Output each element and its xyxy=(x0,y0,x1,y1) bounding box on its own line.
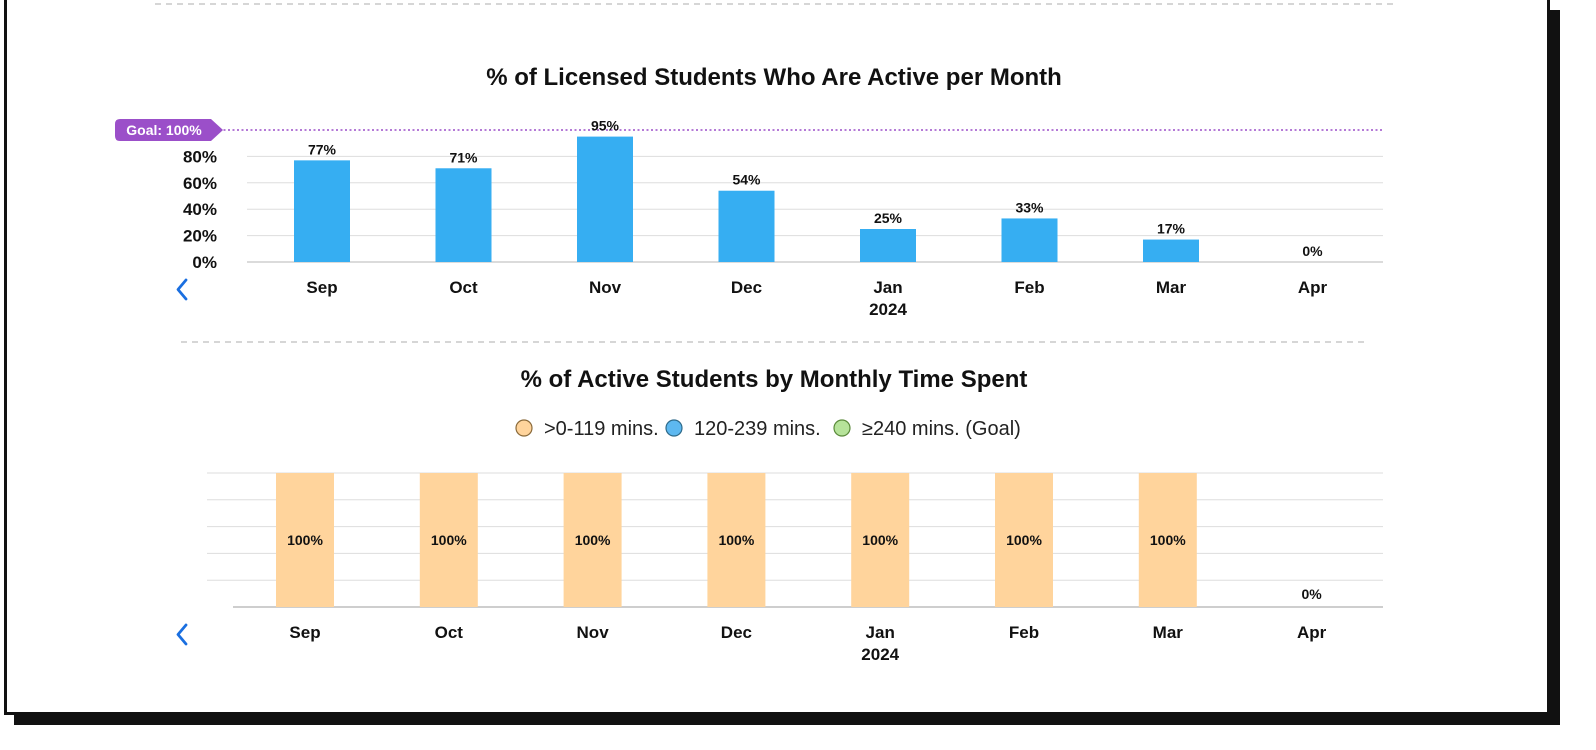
chart1-x-tick-label: Mar xyxy=(1156,278,1187,297)
legend-swatch xyxy=(665,419,683,437)
chart2-data-label: 100% xyxy=(1006,532,1042,548)
chart1-data-label: 54% xyxy=(732,172,761,188)
chart1-bar-oct xyxy=(435,168,492,262)
chart2-bar-nov xyxy=(563,473,622,607)
chart2-data-label: 100% xyxy=(287,532,323,548)
chart1-y-tick-label: 20% xyxy=(183,227,217,246)
chart1-data-label: 0% xyxy=(1302,243,1323,259)
goal-badge xyxy=(115,119,223,141)
chart1-x-tick-label: Feb xyxy=(1014,278,1044,297)
chart2-x-axis: Sep Oct Nov Dec Jan 2024 Feb Mar Apr xyxy=(289,623,1326,664)
chart2-x-tick-label: Jan xyxy=(866,623,895,642)
legend-swatch xyxy=(833,419,851,437)
chart2-legend: >0-119 mins. 120-239 mins. ≥240 mins. (Goa… xyxy=(515,418,1021,440)
chevron-left-icon xyxy=(176,278,188,301)
chart2-x-tick-label: Feb xyxy=(1009,623,1039,642)
chart2-bar-dec xyxy=(707,473,766,607)
legend-label: >0-119 mins. xyxy=(544,418,659,440)
chart2-data-label: 100% xyxy=(862,532,898,548)
chart1-year-label: 2024 xyxy=(869,300,907,319)
legend-label: 120-239 mins. xyxy=(694,418,821,440)
chart2-prev-button[interactable] xyxy=(167,619,193,651)
chart1-title: % of Licensed Students Who Are Active pe… xyxy=(486,64,1062,91)
chart1-data-label: 71% xyxy=(449,149,478,165)
chart1-data-label: 17% xyxy=(1157,221,1186,237)
chart1-data-label: 95% xyxy=(591,118,620,134)
chart1-x-tick-label: Nov xyxy=(589,278,622,297)
chart1-x-tick-label: Sep xyxy=(306,278,337,297)
chart1-prev-button[interactable] xyxy=(167,274,193,306)
chevron-left-icon xyxy=(176,623,188,646)
chart1-bar-jan xyxy=(860,229,916,262)
goal-label: Goal: 100% xyxy=(126,122,202,138)
chart1-grid xyxy=(247,155,1383,263)
chart2-x-tick-label: Sep xyxy=(289,623,320,642)
chart2-data-label: 100% xyxy=(575,532,611,548)
chart2-bar-feb xyxy=(995,473,1053,607)
chart2-bar-jan xyxy=(851,473,910,607)
chart1-y-tick-label: 80% xyxy=(183,147,217,166)
chart1-x-tick-label: Jan xyxy=(873,278,902,297)
chart1-bar-feb xyxy=(1001,218,1058,262)
legend-swatch xyxy=(515,419,533,437)
chart1-x-tick-label: Apr xyxy=(1298,278,1328,297)
chart1-y-tick-label: 60% xyxy=(183,174,217,193)
chart2-data-label: 100% xyxy=(1150,532,1186,548)
chart2-grid xyxy=(207,472,1383,608)
chart2-x-tick-label: Oct xyxy=(435,623,464,642)
chart2-bars: 100% 100% 100% 100% 100% 100% 100% 0% xyxy=(276,473,1322,607)
chart2-x-tick-label: Dec xyxy=(721,623,752,642)
chart2-bar-sep xyxy=(276,473,334,607)
chart2-year-label: 2024 xyxy=(861,645,899,664)
chart2-bar-oct xyxy=(419,473,478,607)
chart1-y-axis: 0% 20% 40% 60% 80% xyxy=(183,147,217,272)
chart2-x-tick-label: Nov xyxy=(577,623,610,642)
chart1-data-label: 33% xyxy=(1015,199,1044,215)
chart1-x-axis: Sep Oct Nov Dec Jan 2024 Feb Mar Apr xyxy=(306,278,1327,319)
chart1-bar-nov xyxy=(577,136,633,262)
chart1-data-label: 25% xyxy=(874,210,903,226)
chart2-title: % of Active Students by Monthly Time Spe… xyxy=(521,366,1028,393)
chart1-bars: 77% 71% 95% 54% 25% 33% 17% 0% xyxy=(294,118,1323,262)
chart2-data-label: 100% xyxy=(718,532,754,548)
chart2-data-label: 100% xyxy=(431,532,467,548)
chart1-y-tick-label: 40% xyxy=(183,200,217,219)
chart1-bar-mar xyxy=(1143,239,1199,262)
chart1-x-tick-label: Oct xyxy=(449,278,478,297)
chart2-bar-mar xyxy=(1138,473,1197,607)
chart1-data-label: 77% xyxy=(308,141,337,157)
charts-canvas: % of Licensed Students Who Are Active pe… xyxy=(115,3,1395,664)
chart1-bar-sep xyxy=(294,160,350,262)
chart1-bar-dec xyxy=(718,190,775,262)
chart2-x-tick-label: Mar xyxy=(1153,623,1184,642)
report-card: % of Licensed Students Who Are Active pe… xyxy=(4,0,1550,715)
chart1-goal: Goal: 100% xyxy=(115,119,1383,141)
chart1-y-tick-label: 0% xyxy=(192,253,217,272)
chart1-x-tick-label: Dec xyxy=(731,278,762,297)
chart2-data-label: 0% xyxy=(1301,586,1322,602)
chart2-x-tick-label: Apr xyxy=(1297,623,1327,642)
legend-label: ≥240 mins. (Goal) xyxy=(862,418,1021,440)
